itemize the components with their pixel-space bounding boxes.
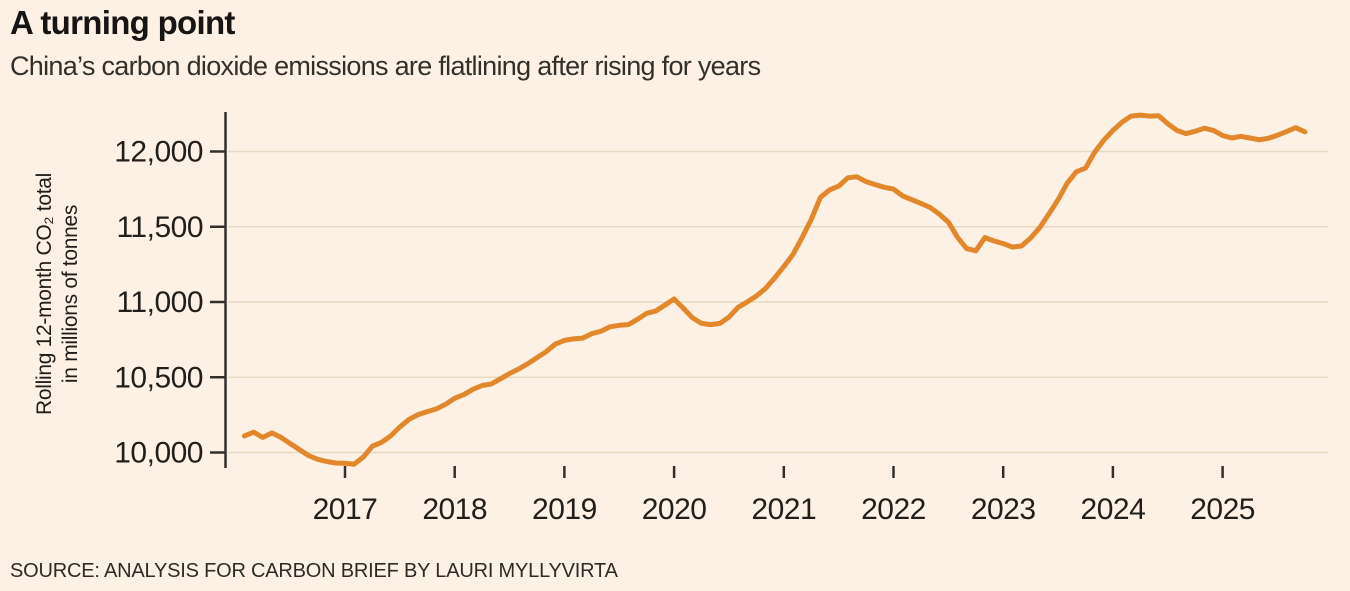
x-tick-label: 2023 xyxy=(971,493,1036,526)
y-tick-label: 11,000 xyxy=(116,286,203,319)
x-tick-label: 2022 xyxy=(861,493,926,526)
x-tick-label: 2024 xyxy=(1081,493,1146,526)
y-tick-label: 12,000 xyxy=(114,136,203,169)
x-tick-label: 2018 xyxy=(422,493,487,526)
y-tick-label: 10,500 xyxy=(114,361,203,394)
y-tick-label: 11,500 xyxy=(116,211,203,244)
source-note: SOURCE: ANALYSIS FOR CARBON BRIEF BY LAU… xyxy=(10,560,618,582)
y-tick-label: 10,000 xyxy=(114,437,203,470)
x-tick-label: 2025 xyxy=(1190,493,1255,526)
x-tick-label: 2019 xyxy=(532,493,597,526)
x-tick-label: 2021 xyxy=(751,493,816,526)
emissions-line xyxy=(241,112,1308,467)
x-tick-label: 2017 xyxy=(313,493,378,526)
chart-subtitle: China’s carbon dioxide emissions are fla… xyxy=(10,51,761,81)
x-tick-label: 2020 xyxy=(642,493,707,526)
chart-title: A turning point xyxy=(10,4,235,41)
